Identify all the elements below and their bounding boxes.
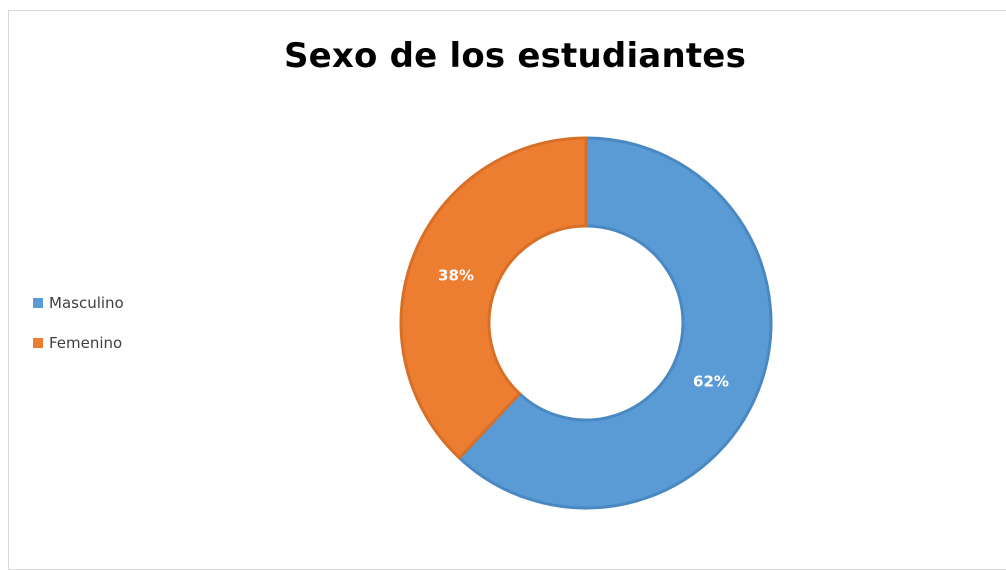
legend-swatch-masculino bbox=[33, 298, 43, 308]
legend-label-masculino: Masculino bbox=[49, 294, 124, 312]
legend-item-femenino: Femenino bbox=[33, 332, 124, 354]
slice-masculino bbox=[457, 136, 773, 510]
legend-item-masculino: Masculino bbox=[33, 292, 124, 314]
data-label-masculino: 62% bbox=[693, 373, 729, 391]
legend-swatch-femenino bbox=[33, 338, 43, 348]
data-label-femenino: 38% bbox=[438, 267, 474, 285]
legend-label-femenino: Femenino bbox=[49, 334, 123, 352]
donut-chart: 62% 38% bbox=[399, 136, 773, 510]
legend: Masculino Femenino bbox=[33, 292, 124, 372]
chart-title: Sexo de los estudiantes bbox=[283, 36, 747, 76]
slice-femenino bbox=[399, 136, 588, 460]
